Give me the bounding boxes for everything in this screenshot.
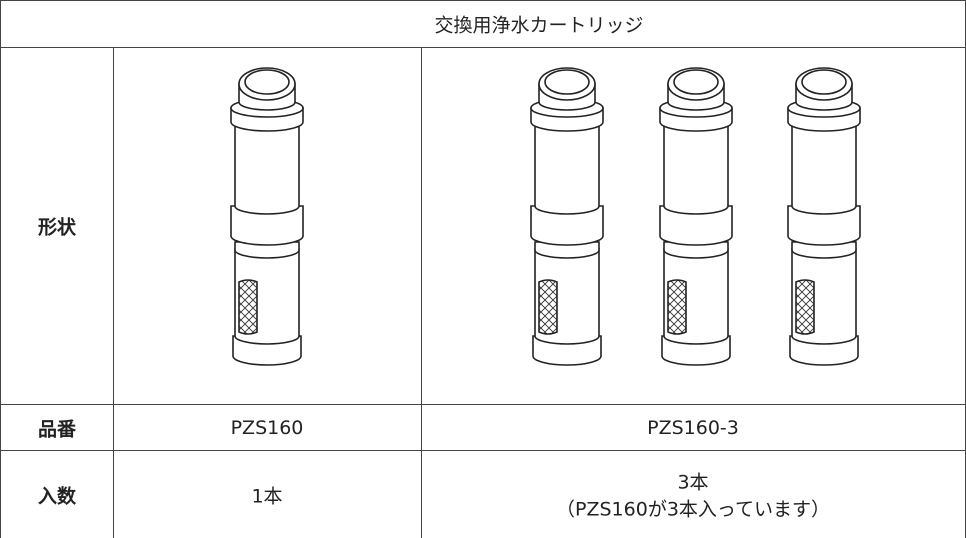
rule bbox=[421, 47, 422, 538]
rule bbox=[0, 0, 966, 1]
cell: PZS160 bbox=[230, 417, 304, 439]
table-title: 交換用浄水カートリッジ bbox=[434, 14, 644, 37]
cartridge-image bbox=[525, 64, 609, 369]
rule bbox=[0, 404, 966, 405]
cell: 1本 bbox=[251, 485, 283, 508]
row-label: 品番 bbox=[37, 418, 77, 441]
rule bbox=[0, 47, 966, 48]
cell: PZS160-3 bbox=[647, 417, 739, 439]
rule bbox=[0, 450, 966, 451]
rule bbox=[113, 47, 114, 538]
row-label: 入数 bbox=[37, 485, 77, 508]
cartridge-image bbox=[782, 64, 866, 369]
cell: （PZS160が3本入っています） bbox=[556, 498, 830, 521]
cell: 3本 bbox=[677, 471, 709, 494]
cartridge-image bbox=[654, 64, 738, 369]
cartridge-image bbox=[225, 64, 309, 369]
row-label: 形状 bbox=[37, 216, 77, 239]
rule bbox=[0, 0, 1, 538]
